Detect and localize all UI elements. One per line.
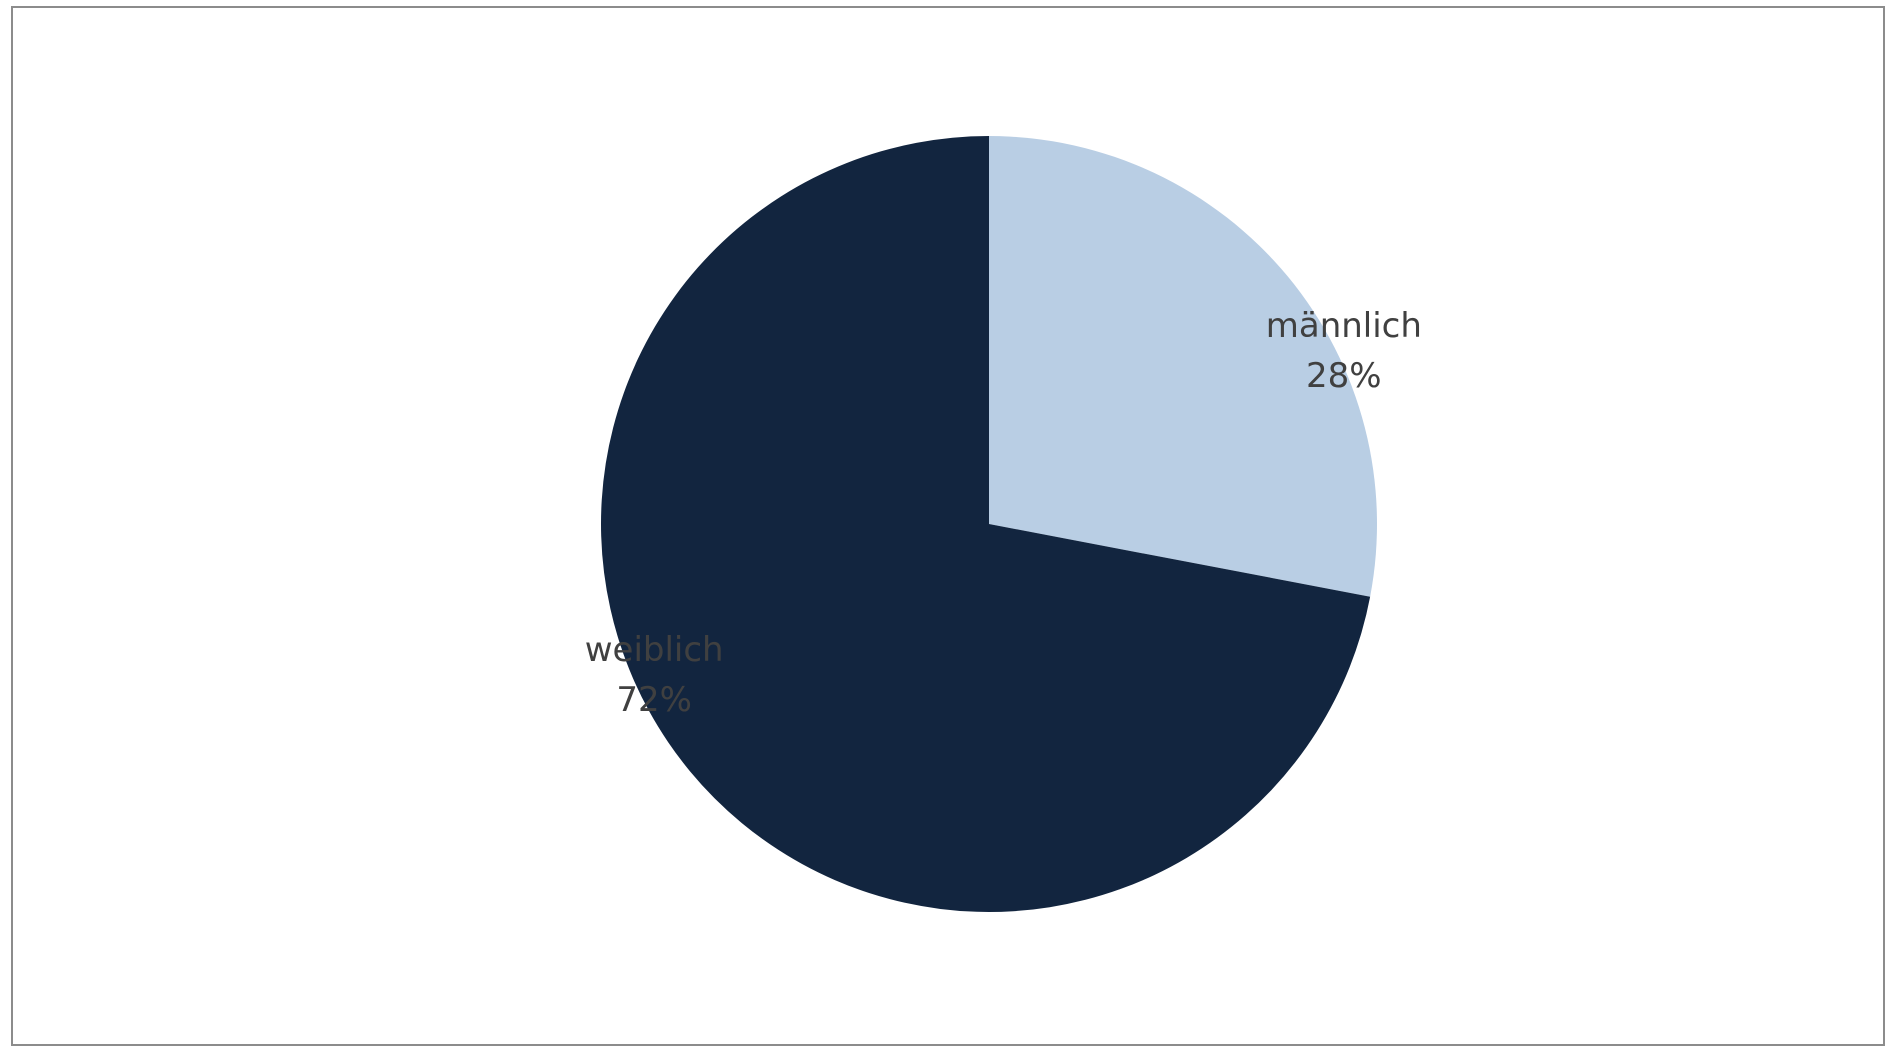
chart-frame: männlich 28% weiblich 72% (11, 6, 1885, 1046)
pie-slices (600, 136, 1377, 913)
pie-chart: männlich 28% weiblich 72% (585, 136, 1422, 913)
pie-slice-0 (989, 136, 1377, 597)
slice-label-value-1: 72% (616, 680, 692, 720)
slice-label-name-0: männlich (1266, 306, 1422, 346)
slice-label-value-0: 28% (1306, 356, 1382, 396)
pie-labels: männlich 28% weiblich 72% (585, 306, 1422, 720)
slice-label-name-1: weiblich (585, 630, 724, 670)
pie-slice-1 (600, 136, 1371, 913)
